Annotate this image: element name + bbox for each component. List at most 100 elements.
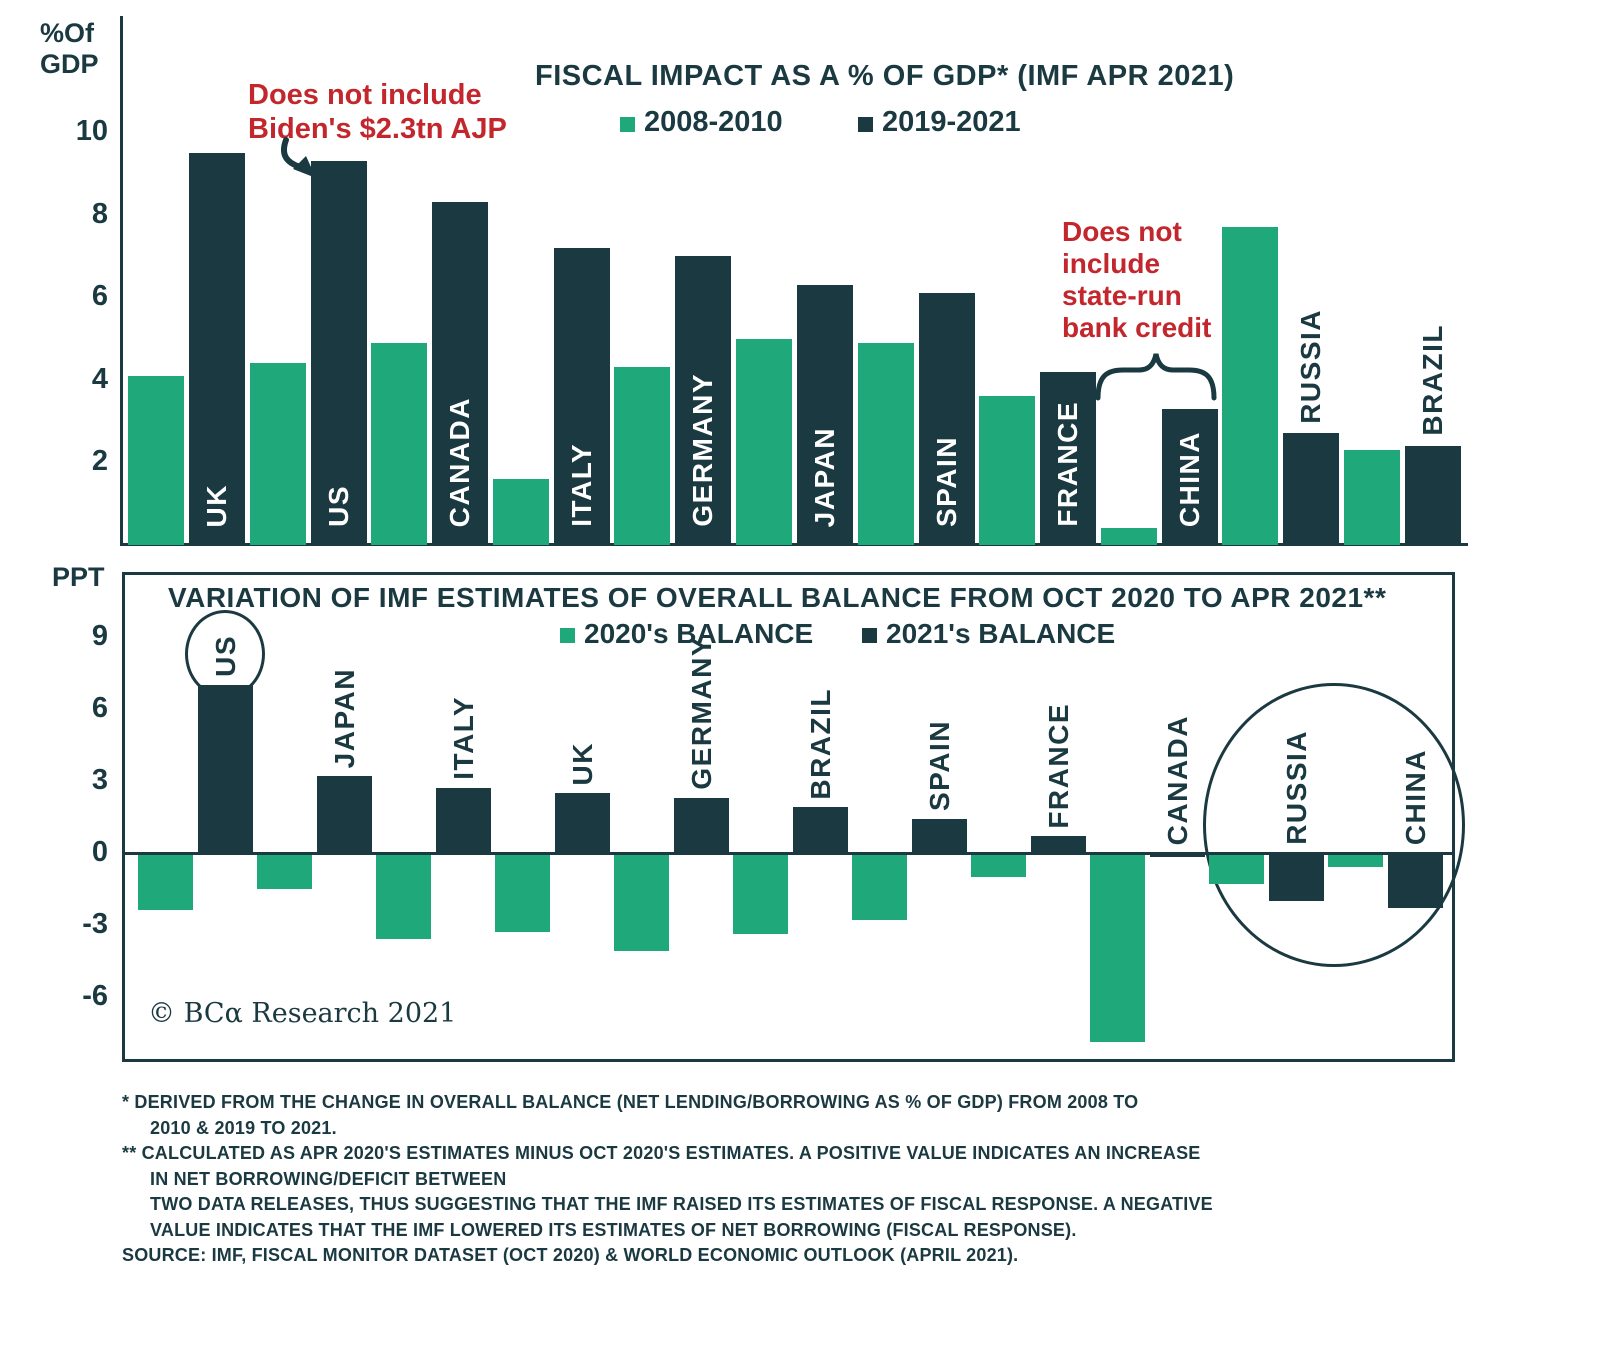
- legend-label-2020-balance: 2020's BALANCE: [584, 618, 814, 649]
- bar-2008-2010-germany: [614, 367, 671, 545]
- bar-2020-balance-china: [1328, 855, 1383, 867]
- top-y-tick-label: 6: [91, 280, 108, 313]
- bar-2020-balance-canada: [1090, 855, 1145, 1043]
- bar-2020-balance-france: [971, 855, 1026, 877]
- bar-2020-balance-russia: [1209, 855, 1264, 884]
- bar-2021-balance-spain: [912, 819, 967, 853]
- bar-2008-2010-brazil: [1344, 450, 1400, 545]
- legend-label-2021-balance: 2021's BALANCE: [886, 618, 1116, 649]
- bar-2008-2010-russia: [1222, 226, 1279, 545]
- legend-item-2008-2010: 2008-2010: [620, 106, 783, 139]
- bar-2019-2021-spain: [918, 293, 975, 545]
- legend-label-2008-2010: 2008-2010: [644, 106, 783, 138]
- bar-2021-balance-italy: [436, 788, 491, 853]
- bar-2019-2021-canada: [432, 202, 489, 545]
- bottom-y-tick-label: -6: [82, 980, 108, 1012]
- country-label-china: CHINA: [1399, 748, 1431, 845]
- copyright-text: © BCα Research 2021: [148, 998, 457, 1029]
- bar-2019-2021-france: [1040, 371, 1097, 545]
- bar-2020-balance-uk: [495, 855, 550, 932]
- bar-2019-2021-brazil: [1405, 445, 1461, 545]
- top-y-tick-label: 10: [75, 115, 108, 147]
- bar-2019-2021-china: [1161, 408, 1218, 545]
- top-x-axis-line: [120, 543, 1468, 546]
- top-y-axis-label: %Of GDP: [40, 18, 99, 79]
- bottom-y-tick-label: 9: [91, 620, 108, 652]
- russia-china-highlight-circle: [1203, 683, 1465, 967]
- zero-line: [125, 852, 1452, 855]
- top-y-tick-label: 4: [91, 362, 108, 395]
- country-label-spain: SPAIN: [923, 720, 955, 812]
- bar-2020-balance-spain: [852, 855, 907, 920]
- bar-2021-balance-canada: [1150, 855, 1205, 858]
- bottom-y-tick-label: -3: [82, 908, 108, 940]
- bar-2019-2021-russia: [1283, 433, 1340, 545]
- bottom-y-tick-label: 6: [91, 692, 108, 724]
- footnote-line: * DERIVED FROM THE CHANGE IN OVERALL BAL…: [122, 1092, 1139, 1112]
- bar-2019-2021-italy: [553, 247, 610, 545]
- country-label-france: FRANCE: [1042, 702, 1074, 829]
- bar-2008-2010-japan: [736, 338, 792, 545]
- legend-swatch-green: [620, 116, 635, 132]
- bar-2021-balance-brazil: [793, 807, 848, 853]
- bar-2008-2010-italy: [492, 478, 549, 545]
- footnote-line: IN NET BORROWING/DEFICIT BETWEEN: [150, 1168, 507, 1189]
- footnote-line: SOURCE: IMF, FISCAL MONITOR DATASET (OCT…: [122, 1245, 1019, 1265]
- bar-2020-balance-us: [138, 855, 193, 911]
- bottom-y-axis-label: PPT: [52, 562, 105, 592]
- country-label-canada: CANADA: [1161, 714, 1193, 845]
- top-y-tick-label: 8: [91, 197, 108, 230]
- footnote-line: 2010 & 2019 TO 2021.: [150, 1117, 337, 1138]
- bar-2008-2010-canada: [371, 342, 428, 545]
- country-label-japan: JAPAN: [328, 667, 360, 769]
- bar-2008-2010-us: [249, 363, 306, 545]
- bar-2021-balance-france: [1031, 836, 1086, 853]
- country-label-italy: ITALY: [447, 696, 479, 781]
- country-label-germany: GERMANY: [685, 636, 717, 790]
- bar-2020-balance-japan: [257, 855, 312, 889]
- bar-2019-2021-us: [310, 160, 367, 545]
- bar-2021-balance-russia: [1269, 855, 1324, 901]
- legend-label-2019-2021: 2019-2021: [882, 106, 1021, 138]
- bar-2008-2010-france: [979, 396, 1036, 545]
- bar-2019-2021-japan: [797, 284, 853, 545]
- legend-item-2019-2021: 2019-2021: [858, 106, 1021, 139]
- bar-2021-balance-china: [1388, 855, 1443, 908]
- legend-swatch-dark: [862, 628, 877, 643]
- country-label-russia: RUSSIA: [1280, 730, 1312, 845]
- footnote-line: VALUE INDICATES THAT THE IMF LOWERED ITS…: [150, 1219, 1077, 1240]
- footnote-line: TWO DATA RELEASES, THUS SUGGESTING THAT …: [150, 1194, 1213, 1214]
- bar-2020-balance-italy: [376, 855, 431, 939]
- footnotes: * DERIVED FROM THE CHANGE IN OVERALL BAL…: [122, 1090, 1492, 1269]
- legend-item-2021-balance: 2021's BALANCE: [862, 618, 1115, 650]
- legend-swatch-green: [560, 628, 575, 643]
- legend-item-2020-balance: 2020's BALANCE: [560, 618, 813, 650]
- bar-2021-balance-us: [198, 685, 253, 853]
- bar-2019-2021-uk: [189, 152, 245, 545]
- bar-2008-2010-spain: [857, 342, 914, 545]
- bar-2008-2010-uk: [128, 375, 184, 545]
- bottom-plot-border: [122, 572, 1455, 1062]
- bar-2020-balance-germany: [614, 855, 669, 951]
- bottom-y-tick-label: 0: [91, 836, 108, 868]
- bar-2008-2010-china: [1100, 528, 1157, 545]
- bottom-chart-title: VARIATION OF IMF ESTIMATES OF OVERALL BA…: [168, 582, 1387, 613]
- bar-2020-balance-brazil: [733, 855, 788, 935]
- country-label-uk: UK: [566, 741, 598, 785]
- annotation-china-bank-credit: Does not include state-run bank credit: [1062, 216, 1212, 343]
- country-label-brazil: BRAZIL: [804, 687, 836, 800]
- annotation-biden-ajp: Does not include Biden's $2.3tn AJP: [248, 79, 507, 145]
- bar-2021-balance-germany: [674, 797, 729, 853]
- top-chart-title: FISCAL IMPACT AS A % OF GDP* (IMF APR 20…: [535, 60, 1235, 92]
- bar-2021-balance-japan: [317, 776, 372, 853]
- footnote-line: ** CALCULATED AS APR 2020'S ESTIMATES MI…: [122, 1143, 1201, 1163]
- top-y-tick-label: 2: [91, 445, 108, 478]
- bar-2021-balance-uk: [555, 793, 610, 853]
- country-label-us: US: [209, 635, 241, 677]
- legend-swatch-dark: [858, 116, 873, 132]
- bar-2019-2021-germany: [675, 255, 732, 545]
- top-y-axis-line: [120, 16, 123, 545]
